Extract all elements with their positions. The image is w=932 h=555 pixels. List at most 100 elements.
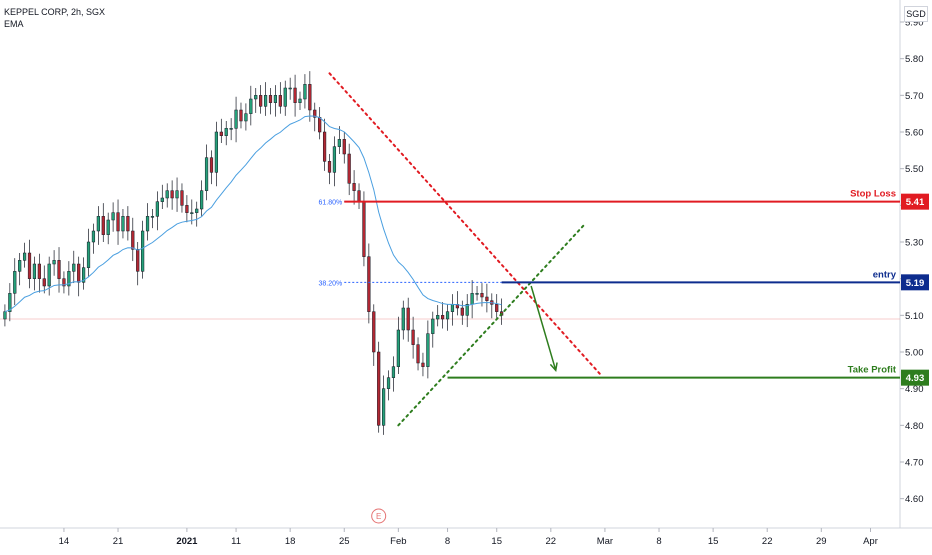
candle-body: [495, 304, 499, 312]
candle-body: [263, 95, 268, 107]
take-profit-label: Take Profit: [848, 365, 897, 376]
candle-body: [244, 113, 248, 122]
price-tick-label: 5.30: [905, 238, 924, 249]
candle-body: [131, 230, 135, 250]
currency-label[interactable]: SGD: [904, 6, 928, 22]
entry-price-label: 5.19: [906, 278, 925, 289]
candle-body: [47, 263, 51, 287]
candle-body: [411, 329, 415, 345]
entry-price-box: [901, 274, 929, 291]
time-tick-label: 15: [708, 536, 719, 547]
downtrend-line: [328, 72, 601, 375]
candle-body: [327, 161, 332, 173]
candle-body: [155, 201, 159, 217]
candle-body: [298, 98, 302, 103]
candle-body: [190, 212, 194, 214]
stop-loss-label: Stop Loss: [850, 189, 896, 200]
price-tick-label: 5.60: [905, 128, 924, 139]
target-arrow-line: [530, 285, 557, 371]
candle-body: [259, 95, 263, 107]
candle-body: [27, 252, 32, 279]
uptrend-line: [397, 222, 587, 427]
price-tick-label: 4.80: [905, 421, 924, 432]
candle-body: [401, 307, 405, 331]
candle-body: [450, 304, 455, 312]
candle-body: [57, 260, 61, 279]
candle-body: [101, 216, 105, 235]
candle-body: [204, 157, 209, 191]
time-tick-label: 25: [339, 536, 350, 547]
candle-body: [406, 307, 410, 331]
candle-body: [145, 216, 150, 232]
candle-body: [357, 190, 361, 202]
candle-body: [121, 216, 125, 232]
candle-body: [200, 190, 204, 210]
price-tick-label: 5.10: [905, 311, 924, 322]
target-arrow-head: [549, 362, 558, 372]
candle-body: [136, 249, 140, 272]
candle-body: [165, 190, 169, 199]
candle-body: [180, 190, 184, 206]
candle-body: [42, 278, 46, 287]
candle-body: [3, 311, 7, 320]
take-profit-price-box: [901, 369, 929, 386]
indicator-label[interactable]: EMA: [4, 19, 24, 29]
candle-body: [214, 131, 218, 173]
candle-body: [445, 311, 450, 320]
candle-body: [416, 344, 420, 364]
candle-body: [72, 263, 76, 272]
time-tick-label: 14: [59, 536, 70, 547]
candle-body: [470, 293, 474, 305]
candle-body: [239, 109, 243, 122]
candle-body: [322, 131, 327, 162]
candle-body: [362, 201, 366, 257]
time-tick-label: 2021: [176, 536, 198, 547]
candle-body: [8, 293, 12, 312]
candle-body: [106, 219, 110, 235]
candle-body: [313, 109, 317, 118]
candle-body: [185, 205, 189, 213]
symbol-title: KEPPEL CORP, 2h, SGX: [4, 7, 106, 17]
time-tick-label: 22: [546, 536, 557, 547]
candle-body: [170, 190, 174, 199]
candle-body: [332, 146, 337, 173]
candle-body: [175, 190, 179, 199]
candle-body: [160, 197, 164, 202]
candle-body: [377, 351, 381, 426]
time-tick-label: 18: [285, 536, 296, 547]
candle-body: [318, 117, 322, 133]
time-tick-label: 15: [491, 536, 502, 547]
stop-loss-price-box: [901, 193, 929, 210]
candle-body: [13, 271, 17, 294]
stop-loss-price-label: 5.41: [906, 197, 925, 208]
time-tick-label: 29: [816, 536, 827, 547]
earnings-marker-icon: [371, 508, 387, 524]
time-tick-label: Feb: [390, 536, 406, 547]
candle-body: [209, 157, 214, 173]
candle-body: [141, 230, 145, 272]
candle-body: [62, 278, 66, 287]
earnings-marker-label: E: [376, 512, 381, 521]
candle-body: [342, 139, 346, 155]
time-tick-label: Mar: [597, 536, 613, 547]
fib-level-label: 61.80%: [319, 200, 343, 207]
candle-body: [382, 388, 386, 426]
price-tick-label: 5.90: [905, 18, 924, 29]
price-tick-label: 4.60: [905, 494, 924, 505]
price-tick-label: 4.70: [905, 458, 924, 469]
candle-body: [82, 267, 86, 283]
candle-body: [303, 84, 307, 100]
candle-body: [293, 87, 297, 103]
candle-body: [254, 95, 258, 100]
candle-body: [67, 271, 71, 287]
candle-body: [37, 263, 41, 279]
candle-body: [77, 263, 81, 283]
candle-body: [485, 296, 489, 301]
candle-body: [22, 252, 27, 261]
candle-body: [18, 260, 22, 272]
time-tick-label: Apr: [863, 536, 878, 547]
candle-body: [273, 95, 278, 103]
candle-body: [288, 87, 292, 90]
